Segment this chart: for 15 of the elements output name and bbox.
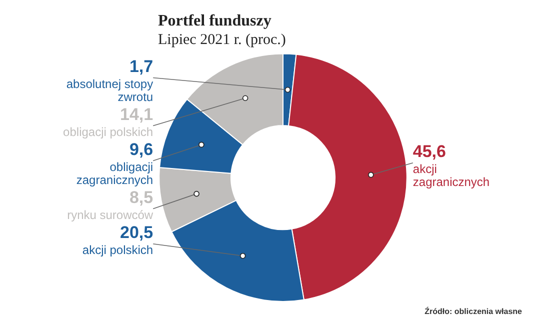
data-label: 9,6 (129, 140, 154, 159)
chart-title: Portfel funduszy (158, 12, 272, 30)
slice-label: absolutnej stopy zwrotu (66, 76, 154, 104)
data-label: 20,5 (120, 222, 154, 242)
slice-label: akcji polskich (82, 242, 154, 257)
text: Źródło: obliczenia własne (424, 306, 523, 316)
slice-label: akcji zagranicznych (412, 162, 490, 189)
data-label: 45,6 (412, 142, 446, 161)
chart-subtitle: Lipiec 2021 r. (proc.) (158, 32, 286, 48)
slice-label: rynku surowców (67, 208, 154, 222)
data-label: 14,1 (120, 104, 154, 124)
slice-label: obligacji zagranicznych (76, 160, 154, 187)
slice-label: obligacji polskich (63, 124, 154, 139)
data-label: 8,5 (129, 188, 154, 207)
data-label: 1,7 (129, 56, 154, 76)
